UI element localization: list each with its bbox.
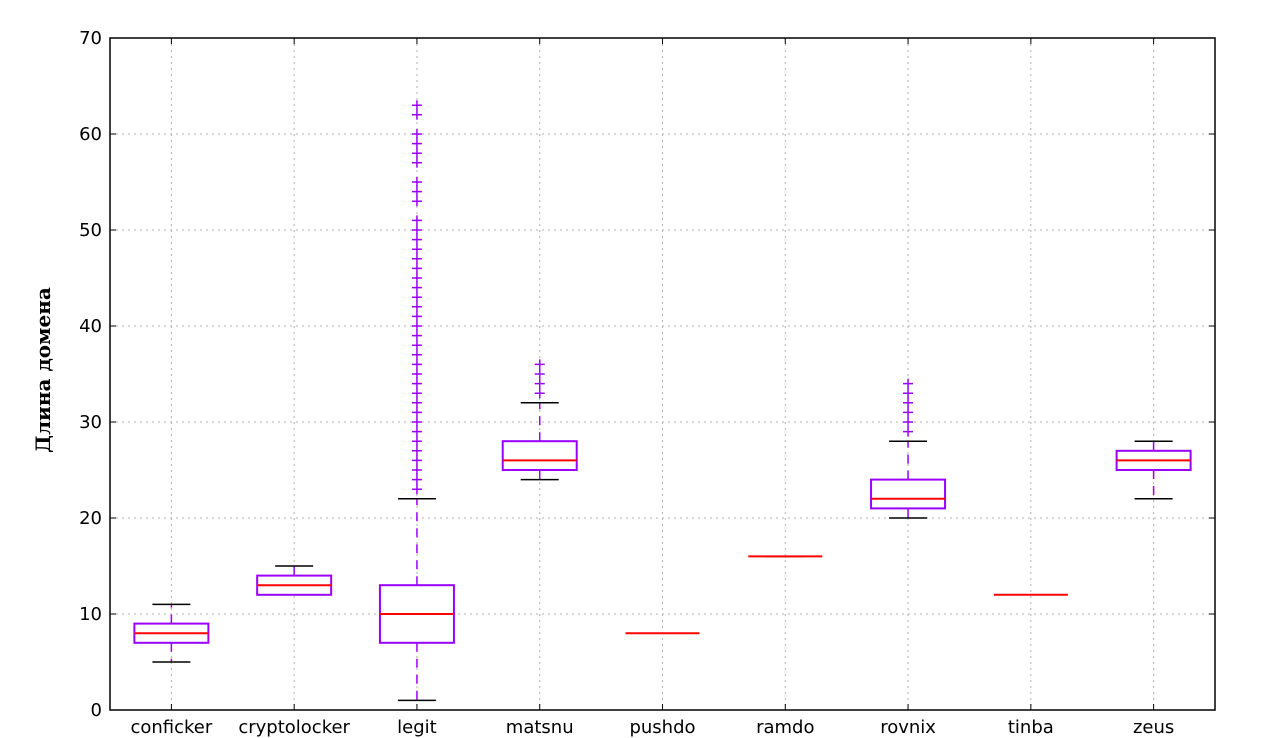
flier-point — [411, 148, 422, 159]
flier-point — [534, 388, 545, 399]
flier-point — [903, 407, 914, 418]
flier-point — [411, 100, 422, 111]
y-tick-label: 50 — [79, 220, 102, 241]
flier-point — [411, 196, 422, 207]
flier-point — [411, 234, 422, 245]
flier-point — [411, 129, 422, 139]
flier-point — [411, 292, 422, 303]
y-axis: 0 10 20 30 40 50 60 70 — [79, 28, 1215, 721]
y-tick-label: 40 — [79, 316, 102, 337]
flier-point — [411, 273, 422, 283]
flier-point — [411, 474, 422, 485]
box-zeus — [1115, 440, 1192, 500]
flier-point — [411, 484, 422, 495]
box-iqr — [870, 478, 947, 510]
y-tick-label: 60 — [79, 124, 102, 145]
grid — [110, 37, 1215, 711]
boxes — [133, 100, 1192, 702]
flier-point — [411, 388, 422, 399]
flier-point — [903, 426, 914, 437]
flier-point — [903, 417, 914, 427]
flier-point — [411, 177, 422, 187]
flier-point — [411, 282, 422, 293]
x-tick-label-legit: legit — [397, 717, 437, 738]
x-tick-label-ramdo: ramdo — [756, 717, 814, 738]
flier-point — [411, 138, 422, 149]
x-tick-label-conficker: conficker — [130, 717, 212, 738]
flier-point — [903, 378, 914, 389]
flier-point — [411, 225, 422, 235]
flier-point — [411, 244, 422, 255]
y-tick-label: 30 — [79, 412, 102, 433]
flier-point — [903, 388, 914, 399]
x-tick-label-zeus: zeus — [1133, 717, 1174, 738]
flier-point — [411, 369, 422, 379]
flier-point — [411, 465, 422, 475]
flier-point — [903, 397, 914, 408]
x-axis: conficker cryptolocker legit matsnu pushdo ra… — [130, 38, 1174, 738]
flier-point — [411, 417, 422, 427]
y-tick-label: 20 — [79, 508, 102, 529]
y-tick-label: 10 — [79, 604, 102, 625]
flier-point — [411, 109, 422, 120]
x-tick-label-rovnix: rovnix — [880, 717, 936, 738]
flier-point — [411, 215, 422, 226]
flier-point — [411, 311, 422, 322]
flier-point — [411, 253, 422, 264]
flier-point — [411, 397, 422, 408]
box-iqr — [501, 440, 578, 472]
flier-point — [411, 455, 422, 466]
box-cryptolocker — [256, 565, 333, 596]
flier-point — [411, 349, 422, 360]
flier-point — [411, 157, 422, 168]
y-tick-label: 0 — [91, 700, 102, 721]
flier-point — [411, 378, 422, 389]
flier-point — [411, 263, 422, 274]
flier-point — [411, 321, 422, 331]
flier-point — [411, 426, 422, 437]
flier-point — [411, 301, 422, 312]
flier-point — [411, 186, 422, 197]
flier-point — [411, 330, 422, 341]
box-matsnu — [501, 359, 578, 481]
box-legit — [378, 100, 455, 702]
x-tick-label-pushdo: pushdo — [629, 717, 695, 738]
flier-point — [411, 407, 422, 418]
x-tick-label-cryptolocker: cryptolocker — [238, 717, 350, 738]
y-axis-label: Длина домена — [31, 287, 55, 453]
x-tick-label-matsnu: matsnu — [506, 717, 574, 738]
x-tick-label-tinba: tinba — [1008, 717, 1054, 738]
flier-point — [534, 369, 545, 379]
flier-point — [411, 340, 422, 351]
flier-point — [411, 436, 422, 447]
box-conficker — [133, 603, 210, 663]
flier-point — [534, 359, 545, 370]
flier-point — [534, 378, 545, 389]
box-rovnix — [870, 378, 947, 519]
y-tick-label: 70 — [79, 28, 102, 49]
flier-point — [411, 445, 422, 456]
flier-point — [411, 359, 422, 370]
